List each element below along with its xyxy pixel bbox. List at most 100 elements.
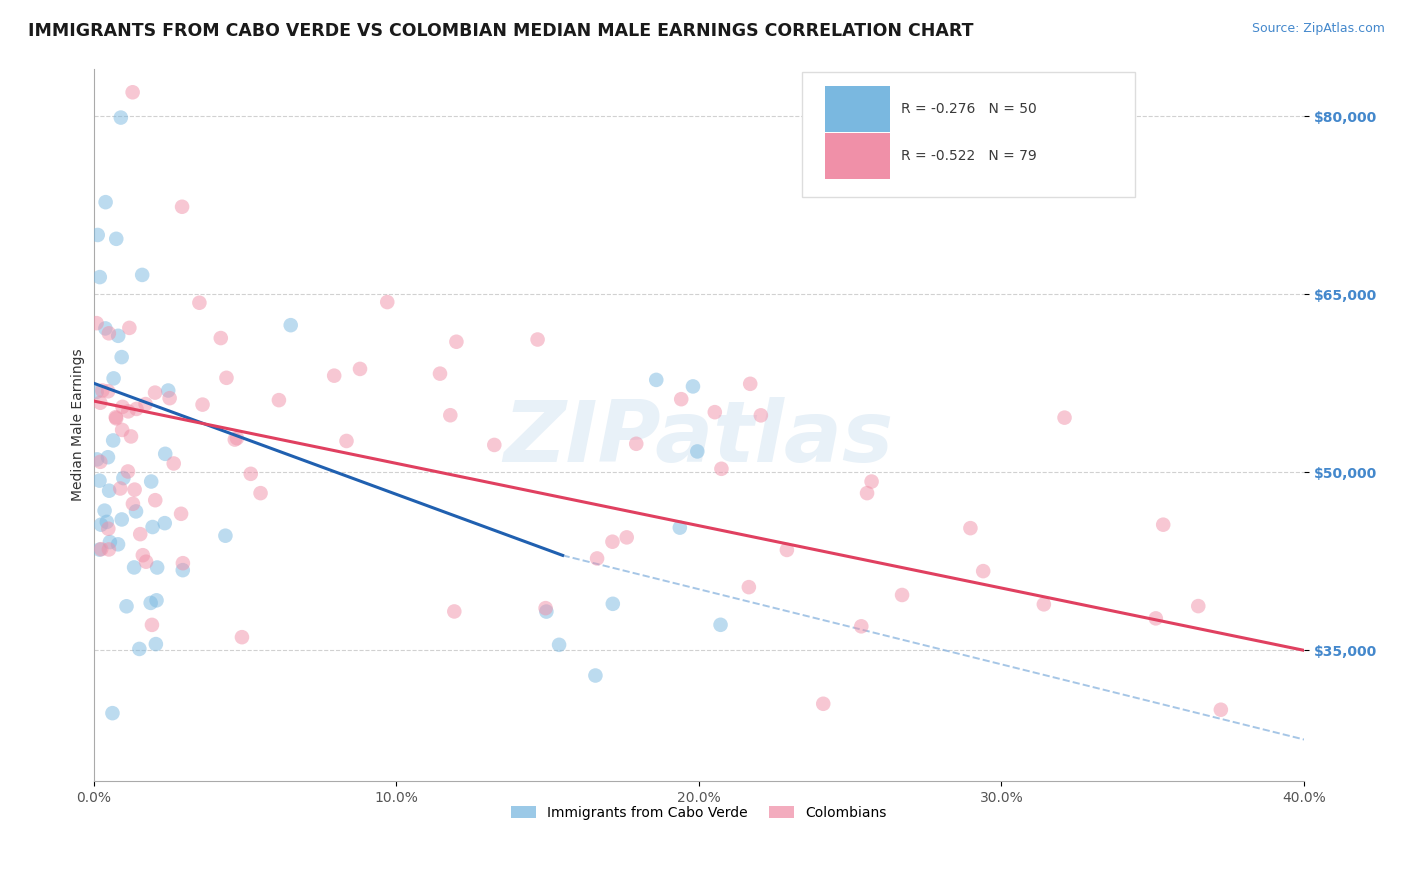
Point bbox=[128, 641, 150, 656]
Point bbox=[375, 295, 398, 310]
Point bbox=[1209, 703, 1232, 717]
Point bbox=[135, 397, 157, 411]
Point bbox=[145, 593, 167, 607]
Point bbox=[90, 542, 112, 557]
Point bbox=[709, 617, 731, 632]
Point bbox=[97, 522, 120, 536]
Point bbox=[446, 334, 468, 349]
Point bbox=[141, 618, 163, 632]
Point bbox=[191, 398, 214, 412]
Point bbox=[155, 447, 177, 461]
Point bbox=[96, 515, 118, 529]
Point bbox=[1187, 599, 1209, 613]
Point bbox=[146, 560, 169, 574]
Point bbox=[115, 599, 138, 614]
Point bbox=[170, 507, 193, 521]
Point bbox=[1032, 598, 1054, 612]
Point bbox=[132, 548, 155, 562]
Point bbox=[188, 295, 211, 310]
Point bbox=[526, 333, 548, 347]
Point bbox=[89, 396, 111, 410]
Point bbox=[710, 462, 733, 476]
Legend: Immigrants from Cabo Verde, Colombians: Immigrants from Cabo Verde, Colombians bbox=[506, 800, 891, 825]
Point bbox=[110, 111, 132, 125]
Point bbox=[231, 630, 253, 644]
Point bbox=[813, 697, 835, 711]
Point bbox=[110, 482, 132, 496]
Point bbox=[117, 465, 139, 479]
Point bbox=[224, 433, 246, 447]
Point bbox=[98, 483, 121, 498]
Point bbox=[1144, 611, 1167, 625]
Point bbox=[97, 450, 120, 465]
Point bbox=[107, 328, 129, 343]
Point bbox=[226, 431, 249, 445]
Point bbox=[118, 321, 141, 335]
Point bbox=[548, 638, 571, 652]
Point bbox=[749, 409, 772, 423]
Point bbox=[111, 423, 134, 437]
Point bbox=[117, 404, 139, 418]
Point bbox=[172, 556, 194, 570]
Text: R = -0.276   N = 50: R = -0.276 N = 50 bbox=[901, 102, 1036, 116]
Point bbox=[94, 195, 117, 210]
Point bbox=[280, 318, 302, 333]
Point bbox=[98, 535, 121, 549]
Text: Source: ZipAtlas.com: Source: ZipAtlas.com bbox=[1251, 22, 1385, 36]
Point bbox=[105, 232, 128, 246]
Point bbox=[686, 444, 709, 458]
Point bbox=[740, 376, 762, 391]
Point bbox=[891, 588, 914, 602]
FancyBboxPatch shape bbox=[825, 133, 890, 179]
Point bbox=[97, 326, 120, 341]
Point bbox=[121, 85, 143, 99]
Point bbox=[112, 471, 135, 485]
Point bbox=[484, 438, 506, 452]
Point bbox=[703, 405, 725, 419]
Point bbox=[93, 503, 115, 517]
Point bbox=[139, 596, 162, 610]
Point bbox=[111, 350, 134, 364]
Point bbox=[111, 512, 134, 526]
Point bbox=[536, 605, 558, 619]
Point bbox=[94, 321, 117, 335]
Point bbox=[335, 434, 357, 448]
Point bbox=[959, 521, 981, 535]
Y-axis label: Median Male Earnings: Median Male Earnings bbox=[72, 349, 86, 501]
Point bbox=[125, 504, 148, 518]
Point bbox=[534, 601, 557, 615]
Point bbox=[586, 551, 609, 566]
Point bbox=[429, 367, 451, 381]
Point bbox=[856, 486, 879, 500]
Point bbox=[129, 527, 152, 541]
Point bbox=[101, 706, 124, 721]
Point bbox=[135, 555, 157, 569]
Point bbox=[104, 410, 127, 425]
Point bbox=[776, 543, 799, 558]
Point bbox=[159, 391, 181, 405]
Point bbox=[86, 316, 108, 330]
Point bbox=[143, 493, 166, 508]
Point bbox=[267, 393, 290, 408]
Point bbox=[89, 270, 111, 285]
Point bbox=[89, 455, 111, 469]
Point bbox=[142, 520, 165, 534]
Point bbox=[143, 385, 166, 400]
Point bbox=[157, 384, 180, 398]
Point bbox=[89, 474, 111, 488]
Point bbox=[163, 457, 186, 471]
Point bbox=[122, 497, 145, 511]
Point bbox=[616, 530, 638, 544]
Point bbox=[86, 384, 108, 399]
Text: R = -0.522   N = 79: R = -0.522 N = 79 bbox=[901, 149, 1036, 163]
Point bbox=[443, 604, 465, 618]
FancyBboxPatch shape bbox=[801, 72, 1135, 197]
Point bbox=[602, 534, 624, 549]
Point bbox=[125, 401, 148, 416]
Point bbox=[172, 200, 194, 214]
Text: IMMIGRANTS FROM CABO VERDE VS COLOMBIAN MEDIAN MALE EARNINGS CORRELATION CHART: IMMIGRANTS FROM CABO VERDE VS COLOMBIAN … bbox=[28, 22, 973, 40]
Point bbox=[131, 268, 153, 282]
Point bbox=[602, 597, 624, 611]
Point bbox=[249, 486, 271, 500]
Point bbox=[122, 560, 145, 574]
